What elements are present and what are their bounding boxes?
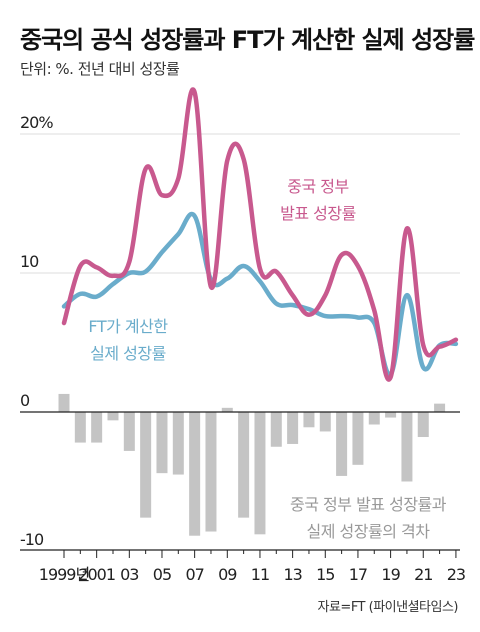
gap-bar	[205, 412, 217, 532]
gap-series-label: 중국 정부 발표 성장률과	[290, 495, 447, 514]
source-note: 자료=FT (파이낸셜타임스)	[317, 600, 459, 615]
gap-bar	[270, 412, 282, 447]
x-tick-label: 07	[185, 565, 203, 584]
gap-bar	[238, 412, 250, 518]
gap-bar	[303, 412, 315, 428]
gap-bar	[287, 412, 299, 444]
gap-bar	[434, 403, 446, 412]
ft-series-label: FT가 계산한	[88, 317, 168, 336]
gap-bar	[140, 412, 152, 518]
x-tick-label: 17	[349, 565, 367, 584]
gap-bar	[352, 412, 364, 465]
gap-bar	[107, 412, 119, 421]
ft-series-label: 실제 성장률	[90, 344, 166, 363]
y-tick-label: 20%	[20, 113, 53, 132]
gap-bar	[58, 393, 70, 412]
x-tick-label: 09	[218, 565, 237, 584]
gap-bar	[74, 412, 86, 443]
gap-bar	[319, 412, 331, 432]
x-tick-label: 03	[120, 565, 138, 584]
x-tick-label: 19	[381, 565, 400, 584]
x-tick-label: 13	[283, 565, 301, 584]
gap-bar	[123, 412, 135, 451]
gap-series-label: 실제 성장률의 격차	[307, 522, 431, 541]
gap-bar	[336, 412, 348, 476]
gap-bar	[254, 412, 266, 535]
x-tick-label: 05	[153, 565, 171, 584]
gap-bar	[156, 412, 168, 474]
gap-bar	[401, 412, 413, 482]
gap-bar	[221, 407, 233, 412]
x-tick-label: 1999년	[39, 565, 90, 584]
gap-bar	[91, 412, 103, 443]
gap-bar	[368, 412, 380, 425]
x-tick-label: 2001	[78, 565, 115, 584]
x-tick-label: 15	[316, 565, 334, 584]
x-tick-label: 11	[251, 565, 269, 584]
chart-subtitle: 단위: %. 전년 대비 성장률	[20, 60, 180, 78]
gap-bar	[417, 412, 429, 438]
official-series-label: 발표 성장률	[280, 204, 356, 223]
x-tick-label: 23	[447, 565, 465, 584]
gap-bar	[189, 412, 201, 536]
chart-title: 중국의 공식 성장률과 FT가 계산한 실제 성장률	[20, 26, 475, 54]
x-tick-label: 21	[414, 565, 432, 584]
y-tick-label: 0	[20, 391, 30, 410]
gap-bar	[172, 412, 184, 475]
y-tick-label: 10	[20, 252, 39, 271]
gap-bar	[385, 412, 397, 418]
official-growth-line	[61, 87, 459, 382]
official-series-label: 중국 정부	[287, 177, 348, 196]
y-tick-label: -10	[20, 530, 44, 549]
